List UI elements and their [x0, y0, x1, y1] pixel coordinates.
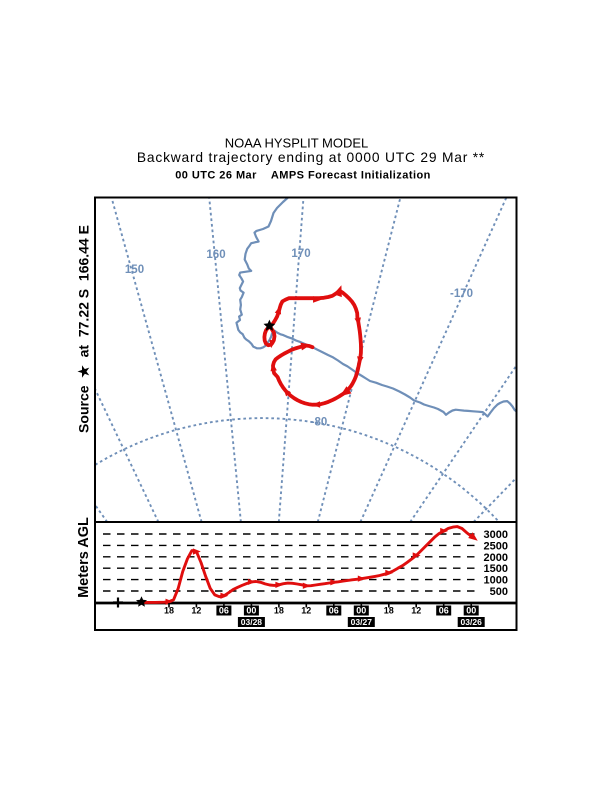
- svg-text:00: 00: [246, 606, 256, 616]
- svg-text:Meters AGL: Meters AGL: [76, 517, 92, 598]
- svg-text:170: 170: [291, 248, 310, 260]
- svg-text:2500: 2500: [484, 540, 508, 552]
- svg-text:2000: 2000: [484, 552, 508, 564]
- svg-text:18: 18: [274, 606, 284, 616]
- svg-text:18: 18: [384, 606, 394, 616]
- svg-text:06: 06: [329, 606, 339, 616]
- svg-text:500: 500: [490, 586, 508, 598]
- svg-text:06: 06: [219, 606, 229, 616]
- svg-text:12: 12: [191, 606, 201, 616]
- svg-text:150: 150: [125, 264, 144, 276]
- svg-text:12: 12: [411, 606, 421, 616]
- svg-text:00: 00: [466, 606, 476, 616]
- svg-text:-80: -80: [311, 417, 328, 429]
- svg-text:03/27: 03/27: [351, 617, 373, 627]
- svg-text:NOAA HYSPLIT MODEL: NOAA HYSPLIT MODEL: [225, 136, 369, 151]
- svg-text:3000: 3000: [484, 529, 508, 541]
- svg-text:Source ★ at 77.22 S 166.44: Source ★ at 77.22 S 166.44 E: [76, 225, 92, 433]
- svg-text:-170: -170: [450, 288, 473, 300]
- svg-text:00: 00: [356, 606, 366, 616]
- svg-text:03/28: 03/28: [241, 617, 263, 627]
- svg-text:1500: 1500: [484, 563, 508, 575]
- svg-text:00 UTC 26 Mar AMPS Forecas: 00 UTC 26 Mar AMPS Forecast Initializati…: [175, 169, 431, 181]
- svg-text:06: 06: [439, 606, 449, 616]
- svg-text:1000: 1000: [484, 575, 508, 587]
- svg-text:03/26: 03/26: [461, 617, 483, 627]
- svg-text:160: 160: [206, 249, 225, 261]
- svg-text:12: 12: [301, 606, 311, 616]
- svg-text:18: 18: [164, 606, 174, 616]
- svg-text:Backward trajectory ending at: Backward trajectory ending at 0000 UTC 2…: [137, 150, 485, 165]
